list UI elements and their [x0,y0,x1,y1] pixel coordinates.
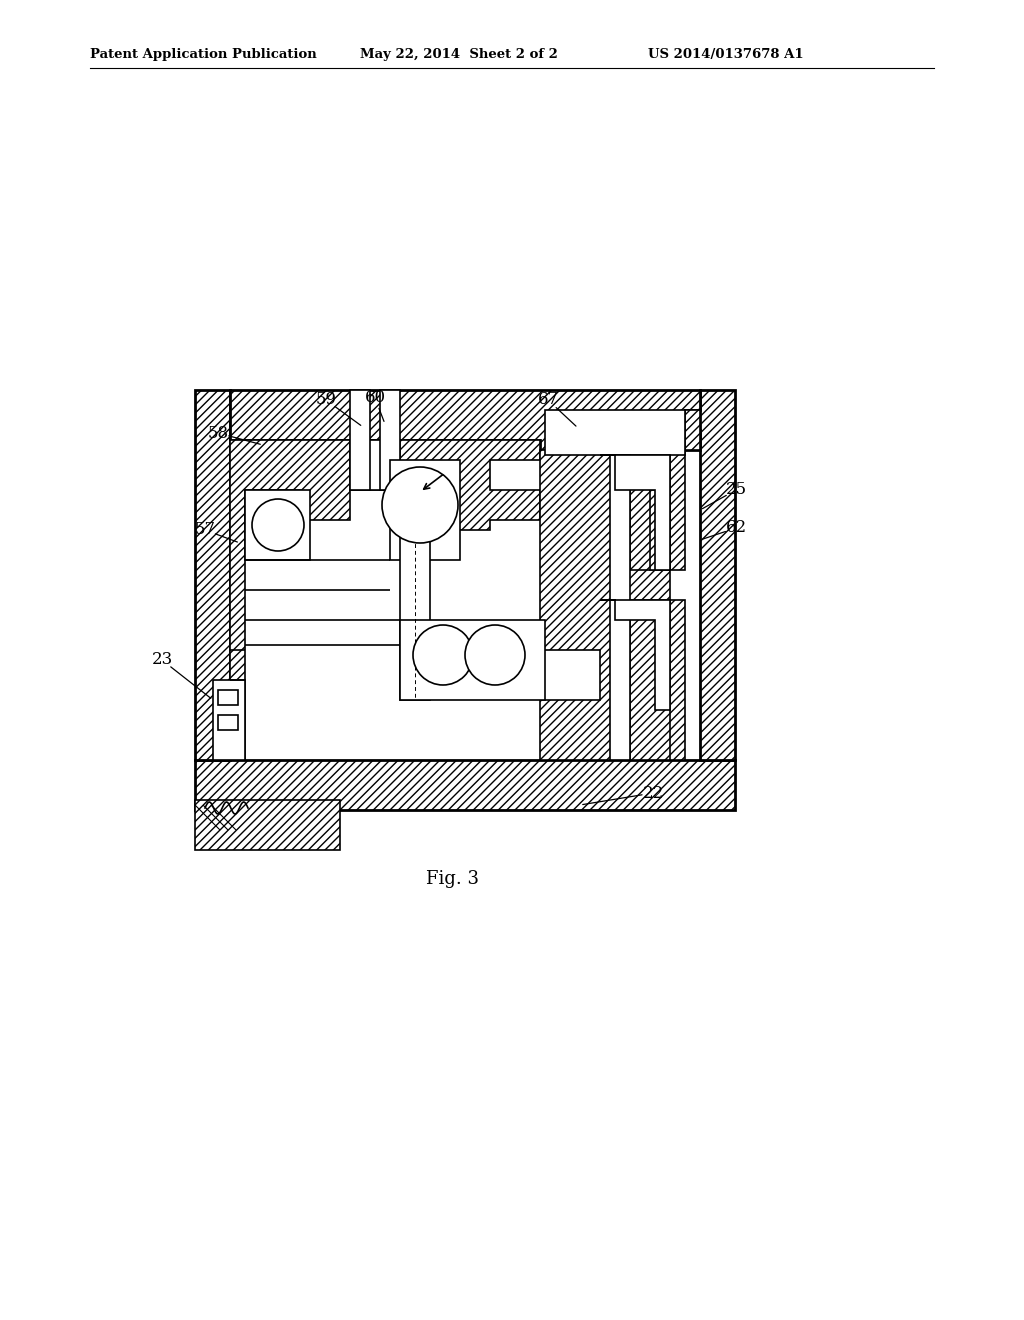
Polygon shape [350,389,370,490]
Polygon shape [195,760,735,810]
Polygon shape [390,459,460,560]
Polygon shape [630,455,670,570]
Text: Fig. 3: Fig. 3 [426,870,478,888]
Polygon shape [540,450,685,760]
Polygon shape [600,455,670,570]
Polygon shape [380,389,400,490]
Polygon shape [400,620,545,700]
Text: 58: 58 [208,425,228,441]
Polygon shape [350,440,400,490]
Text: 22: 22 [642,784,664,801]
Polygon shape [230,389,700,450]
Text: US 2014/0137678 A1: US 2014/0137678 A1 [648,48,804,61]
Text: 60: 60 [365,389,386,407]
Polygon shape [213,680,245,760]
Polygon shape [685,411,700,450]
Polygon shape [230,440,540,760]
Text: May 22, 2014  Sheet 2 of 2: May 22, 2014 Sheet 2 of 2 [360,48,558,61]
Circle shape [252,499,304,550]
Polygon shape [650,490,670,570]
Circle shape [382,467,458,543]
Circle shape [465,624,525,685]
Polygon shape [610,455,630,760]
Polygon shape [218,690,238,705]
Polygon shape [195,800,340,850]
Polygon shape [195,389,230,760]
Polygon shape [400,531,430,700]
Polygon shape [630,601,670,760]
Text: Patent Application Publication: Patent Application Publication [90,48,316,61]
Polygon shape [700,389,735,760]
Polygon shape [218,715,238,730]
Text: 23: 23 [152,652,173,668]
Text: 57: 57 [195,521,216,539]
Text: 62: 62 [725,520,746,536]
Polygon shape [545,411,685,455]
Text: 59: 59 [315,392,337,408]
Polygon shape [406,624,540,696]
Polygon shape [245,490,310,560]
Circle shape [413,624,473,685]
Text: 67: 67 [538,392,558,408]
Polygon shape [600,601,670,710]
Text: 25: 25 [725,482,746,499]
